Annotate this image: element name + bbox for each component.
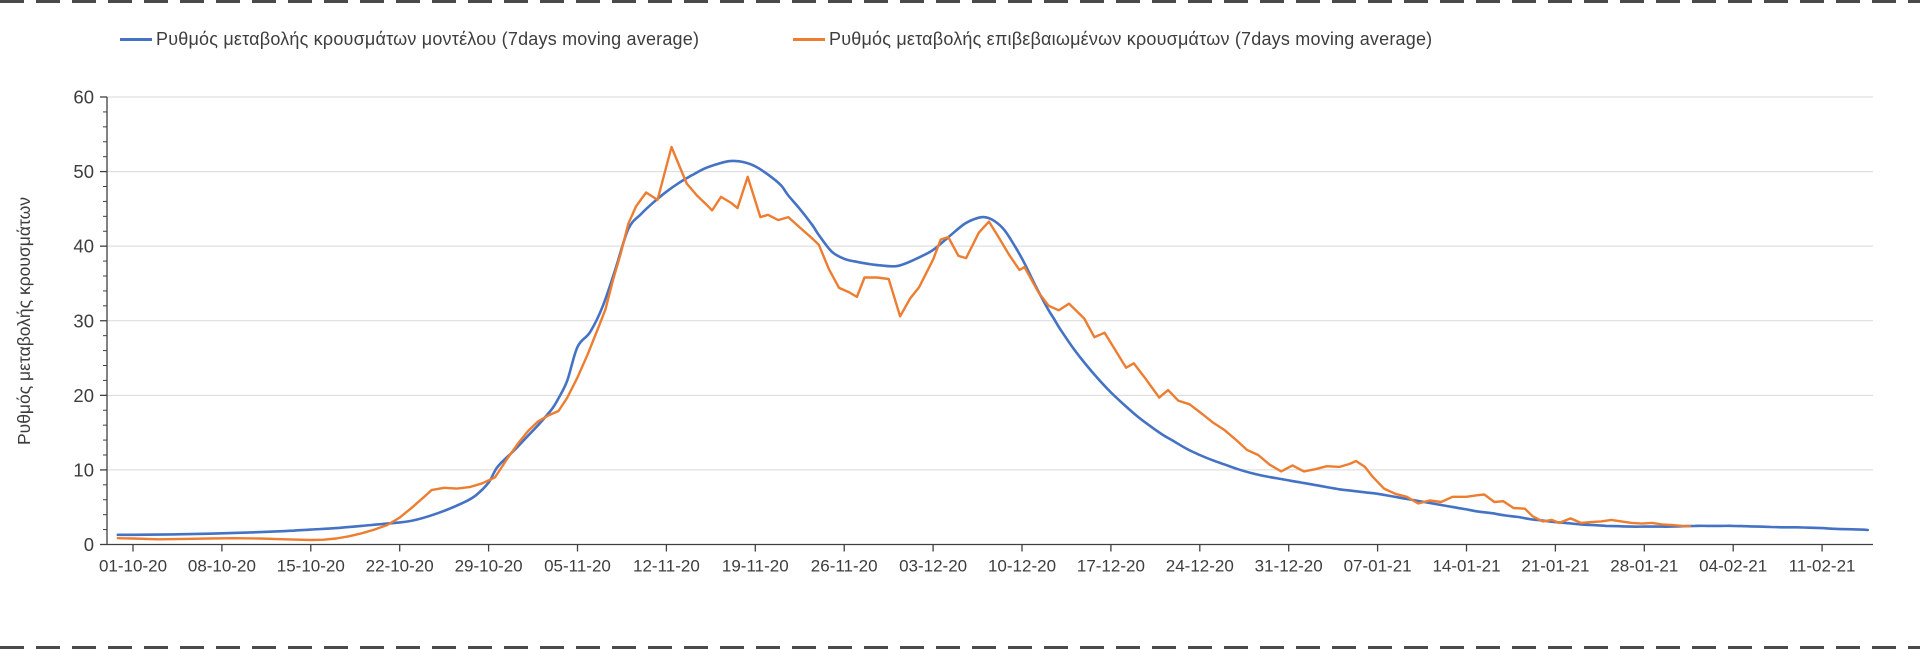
page-break-dash-bottom bbox=[0, 646, 1920, 649]
series-line-1 bbox=[116, 145, 1692, 542]
x-tick-label: 12-11-20 bbox=[633, 557, 700, 576]
x-tick-label: 24-12-20 bbox=[1166, 557, 1234, 576]
y-tick-label: 60 bbox=[73, 87, 94, 108]
y-tick-label: 0 bbox=[84, 534, 94, 555]
x-tick-label: 03-12-20 bbox=[899, 557, 967, 576]
y-tick-label: 10 bbox=[73, 459, 94, 480]
legend-label-model: Ρυθμός μεταβολής κρουσμάτων μοντέλου (7d… bbox=[156, 28, 700, 49]
x-tick-label: 17-12-20 bbox=[1077, 557, 1145, 576]
x-tick-label: 04-02-21 bbox=[1699, 557, 1767, 576]
x-tick-label: 29-10-20 bbox=[455, 557, 523, 576]
x-tick-label: 05-11-20 bbox=[544, 557, 611, 576]
x-tick-label: 01-10-20 bbox=[99, 557, 167, 576]
x-tick-label: 15-10-20 bbox=[277, 557, 345, 576]
x-tick-label: 31-12-20 bbox=[1255, 557, 1323, 576]
legend-line-marker-blue bbox=[120, 37, 152, 41]
x-tick-label: 22-10-20 bbox=[366, 557, 434, 576]
page-break-dash-top bbox=[0, 0, 1920, 3]
plot-area: 0 10 20 30 40 50 60 01-10-20 08-10-20 15-10-20 22-… bbox=[73, 87, 1873, 576]
x-tick-label: 28-01-21 bbox=[1610, 557, 1678, 576]
y-tick-label: 40 bbox=[73, 236, 94, 257]
y-tick-label: 20 bbox=[73, 385, 94, 406]
x-tick-label: 19-11-20 bbox=[722, 557, 789, 576]
x-tick-label: 21-01-21 bbox=[1521, 557, 1589, 576]
x-tick-label: 26-11-20 bbox=[811, 557, 878, 576]
legend-label-confirmed: Ρυθμός μεταβολής επιβεβαιωμένων κρουσμάτ… bbox=[829, 28, 1433, 49]
x-tick-label: 07-01-21 bbox=[1344, 557, 1412, 576]
y-tick-label: 50 bbox=[73, 161, 94, 182]
series-line-0 bbox=[116, 159, 1870, 537]
x-tick-label: 10-12-20 bbox=[988, 557, 1056, 576]
x-tick-label: 11-02-21 bbox=[1789, 557, 1856, 576]
legend-item-confirmed[interactable]: Ρυθμός μεταβολής επιβεβαιωμένων κρουσμάτ… bbox=[793, 27, 1432, 51]
x-tick-label: 08-10-20 bbox=[188, 557, 256, 576]
x-tick-label: 14-01-21 bbox=[1432, 557, 1500, 576]
legend-line-marker-orange bbox=[793, 37, 825, 41]
y-tick-label: 30 bbox=[73, 310, 94, 331]
legend-item-model[interactable]: Ρυθμός μεταβολής κρουσμάτων μοντέλου (7d… bbox=[120, 27, 699, 51]
y-axis-title: Ρυθμός μεταβολής κρουσμάτων bbox=[14, 197, 34, 445]
